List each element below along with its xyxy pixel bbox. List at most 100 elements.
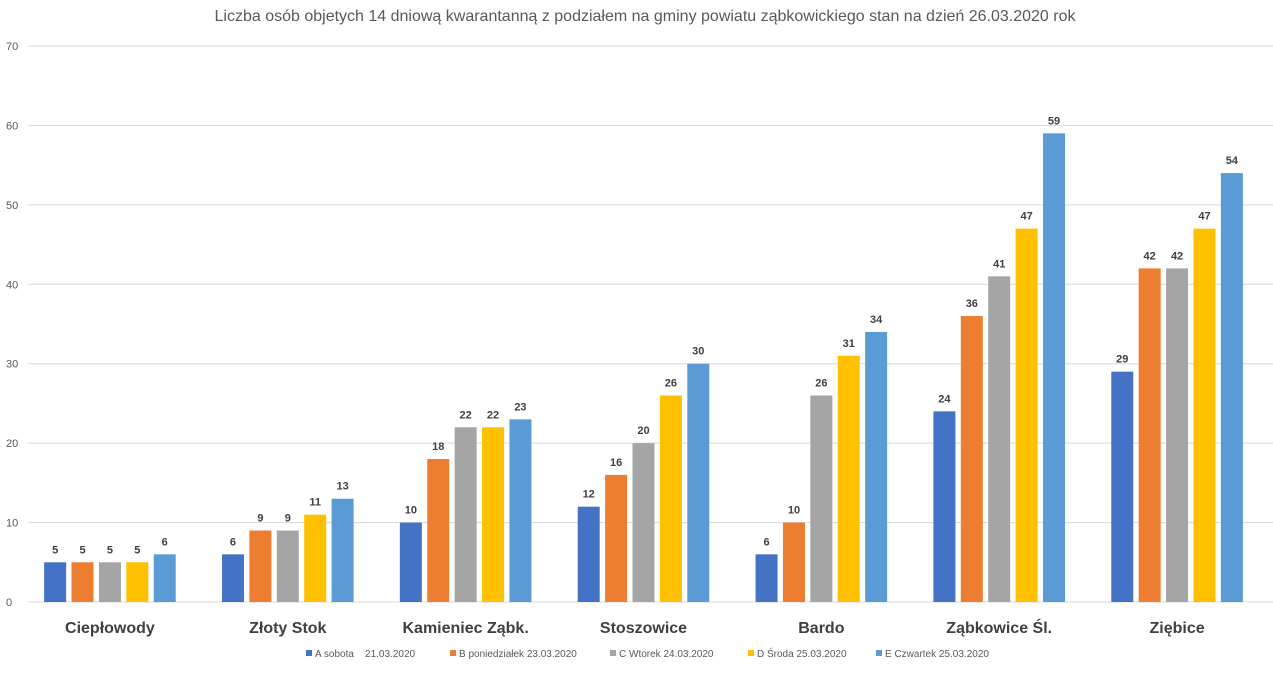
bar-3-2 [632,443,655,602]
bar-0-3 [126,562,149,602]
data-label: 6 [162,536,168,548]
bar-2-3 [482,427,505,602]
data-label: 5 [52,544,58,556]
y-tick-label: 30 [6,359,18,371]
bar-1-0 [221,554,244,602]
category-label: Stoszowice [600,620,687,637]
bar-2-0 [399,522,422,602]
bar-5-2 [988,276,1011,602]
bar-0-1 [71,562,94,602]
data-label: 9 [257,513,263,525]
data-label: 18 [432,441,444,453]
y-tick-label: 10 [6,518,18,530]
category-labels: Ciepłowody Złoty Stok Kamieniec Ząbk. Stosz… [65,618,1205,637]
bar-1-2 [276,530,299,602]
data-label: 22 [487,409,499,421]
y-tick-label: 60 [6,120,18,132]
data-label: 42 [1171,250,1183,262]
category-label: Ząbkowice Śl. [946,618,1052,637]
data-label: 41 [993,258,1005,270]
category-label: Kamieniec Ząbk. [403,620,529,637]
category-label: Złoty Stok [249,620,326,637]
data-label: 54 [1226,155,1239,167]
bar-6-4 [1220,173,1243,603]
data-label: 34 [870,314,883,326]
bar-2-4 [509,419,532,602]
data-label: 30 [692,346,704,358]
bar-0-4 [153,554,176,602]
data-label: 12 [583,489,595,501]
bar-5-3 [1015,228,1038,602]
data-label: 6 [230,536,236,548]
data-label: 6 [763,536,769,548]
bar-4-1 [782,522,805,602]
legend-label: E Czwartek 25.03.2020 [885,649,989,660]
bar-4-4 [865,331,888,602]
data-label: 9 [285,513,291,525]
data-label: 26 [665,377,677,389]
bar-4-2 [810,395,833,602]
data-label: 16 [610,457,622,469]
legend-label: A sobota 21.03.2020 [315,649,416,660]
y-tick-label: 40 [6,279,18,291]
data-label: 29 [1116,354,1128,366]
data-label: 47 [1198,211,1210,223]
bar-3-1 [605,474,628,602]
chart-title: Liczba osób objetych 14 dniową kwarantan… [214,8,1076,25]
data-labels: 5 5 5 5 6 6 9 9 11 13 10 18 22 22 23 12 16 20 26 30 6 10 26 31 3… [52,115,1239,556]
bar-4-3 [837,355,860,602]
data-label: 10 [788,505,800,517]
bar-2-2 [454,427,477,602]
category-label: Ciepłowody [65,620,155,637]
y-tick-label: 0 [6,597,12,609]
legend-swatch [306,650,312,656]
bar-2-1 [427,459,450,602]
y-tick-label: 20 [6,438,18,450]
data-label: 5 [134,544,140,556]
data-label: 10 [405,505,417,517]
bar-5-0 [933,411,956,602]
bar-5-1 [960,316,983,602]
legend-label: C Wtorek 24.03.2020 [619,649,714,660]
bars [44,133,1243,603]
legend-swatch [450,650,456,656]
data-label: 5 [107,544,113,556]
data-label: 20 [637,425,649,437]
data-label: 36 [966,298,978,310]
category-label: Bardo [798,620,844,637]
bar-3-3 [659,395,682,602]
bar-0-0 [44,562,67,602]
y-tick-label: 70 [6,41,18,53]
legend-label: D Środa 25.03.2020 [757,647,847,660]
data-label: 13 [336,481,348,493]
legend-label: B poniedziałek 23.03.2020 [459,649,577,660]
bar-4-0 [755,554,778,602]
data-label: 26 [815,377,827,389]
data-label: 24 [938,393,951,405]
data-label: 31 [843,338,855,350]
bar-6-3 [1193,228,1216,602]
bar-5-4 [1043,133,1066,602]
data-label: 22 [460,409,472,421]
bar-1-1 [249,530,272,602]
bar-6-2 [1166,268,1189,602]
legend: A sobota 21.03.2020 B poniedziałek 23.03.… [306,647,989,660]
bar-1-4 [331,498,354,602]
data-label: 11 [309,497,321,509]
y-tick-label: 50 [6,200,18,212]
data-label: 47 [1020,211,1032,223]
legend-swatch [610,650,616,656]
legend-swatch [748,650,754,656]
bar-0-2 [98,562,121,602]
bar-6-0 [1111,371,1134,602]
data-label: 23 [514,401,526,413]
bar-3-0 [577,506,600,602]
y-axis-ticks: 0 10 20 30 40 50 60 70 [6,41,18,609]
bar-1-3 [304,514,327,602]
data-label: 59 [1048,115,1060,127]
legend-swatch [876,650,882,656]
bar-6-1 [1138,268,1161,602]
bar-3-4 [687,363,710,602]
category-label: Ziębice [1150,620,1205,637]
